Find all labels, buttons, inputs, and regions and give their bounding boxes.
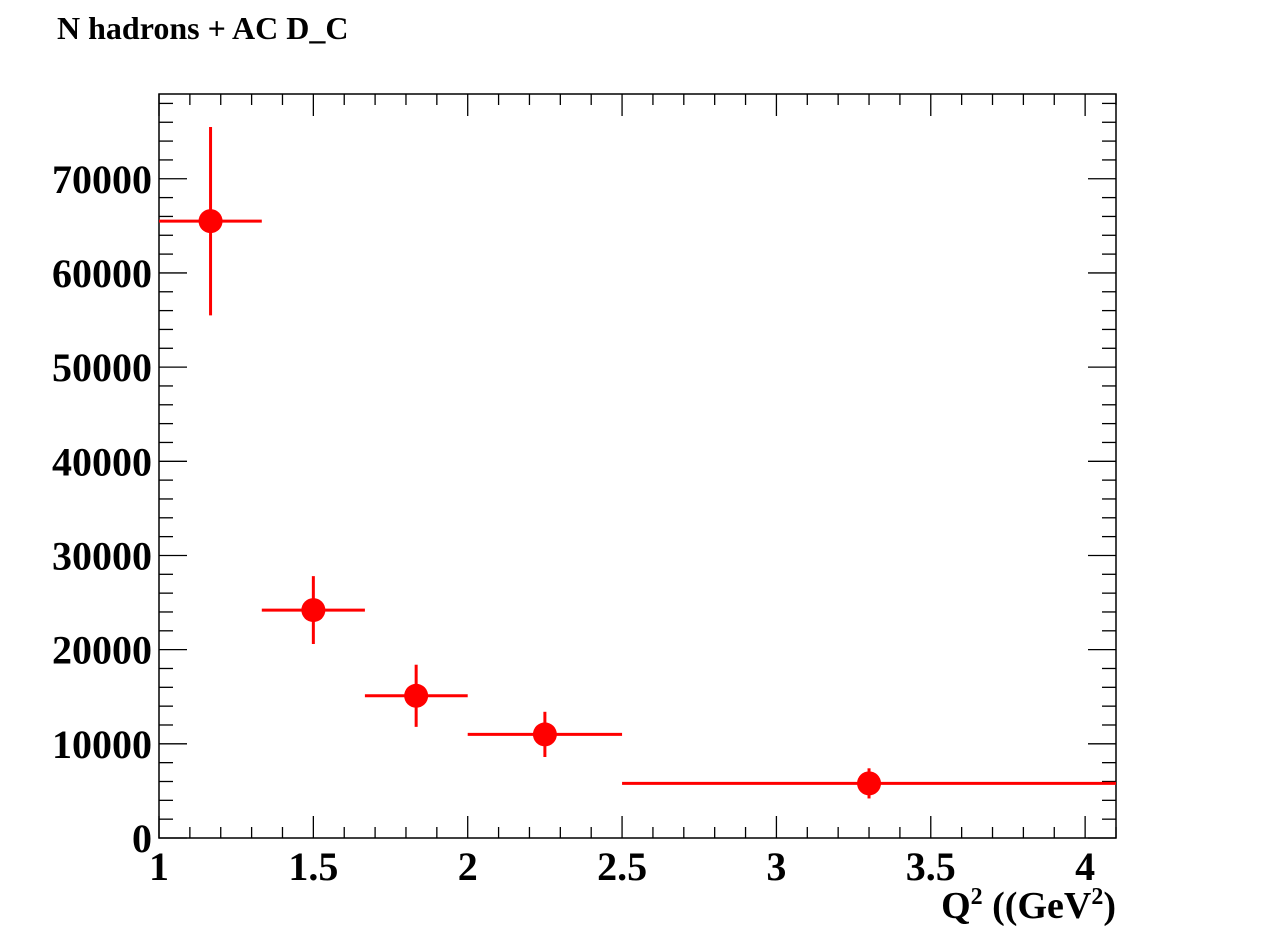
x-tick-label: 2: [458, 844, 478, 889]
y-tick-label: 70000: [52, 157, 152, 202]
y-tick-label: 20000: [52, 628, 152, 673]
data-point: [467, 711, 623, 758]
data-point: [364, 664, 468, 727]
marker: [857, 771, 882, 796]
y-tick-label: 60000: [52, 251, 152, 296]
marker: [301, 598, 326, 623]
x-tick-label: 4: [1075, 844, 1095, 889]
x-tick-label: 2.5: [597, 844, 647, 889]
data-point: [261, 576, 365, 644]
marker: [532, 722, 557, 747]
marker: [404, 683, 429, 708]
y-tick-label: 40000: [52, 439, 152, 484]
plot-frame: [158, 93, 1117, 839]
y-tick-label: 50000: [52, 345, 152, 390]
y-tick-label: 0: [132, 816, 152, 861]
x-tick-label: 1: [149, 844, 169, 889]
data-point: [159, 126, 262, 316]
x-axis-title-sup: 2: [971, 884, 983, 910]
x-axis-title-unit-open: ((GeV: [983, 885, 1092, 927]
axis-ticks: [158, 94, 1117, 839]
x-axis-title: Q2 ((GeV2): [941, 884, 1116, 927]
x-tick-label: 1.5: [288, 844, 338, 889]
marker: [198, 209, 223, 234]
x-tick-label: 3: [766, 844, 786, 889]
y-tick-label: 30000: [52, 533, 152, 578]
x-tick-labels: 1 1.5 2 2.5 3 3.5 4: [149, 844, 1095, 889]
x-axis-title-unit-sup: 2: [1091, 884, 1103, 910]
x-tick-label: 3.5: [906, 844, 956, 889]
y-tick-labels: 0 10000 20000 30000 40000 50000 60000 70000: [52, 157, 152, 861]
data-point: [622, 768, 1116, 799]
chart-title: N hadrons + AC D_C: [57, 10, 348, 46]
x-axis-title-base: Q: [941, 885, 971, 927]
data-points: [159, 126, 1116, 799]
y-tick-label: 10000: [52, 722, 152, 767]
x-axis-title-unit-close: ): [1103, 885, 1116, 927]
